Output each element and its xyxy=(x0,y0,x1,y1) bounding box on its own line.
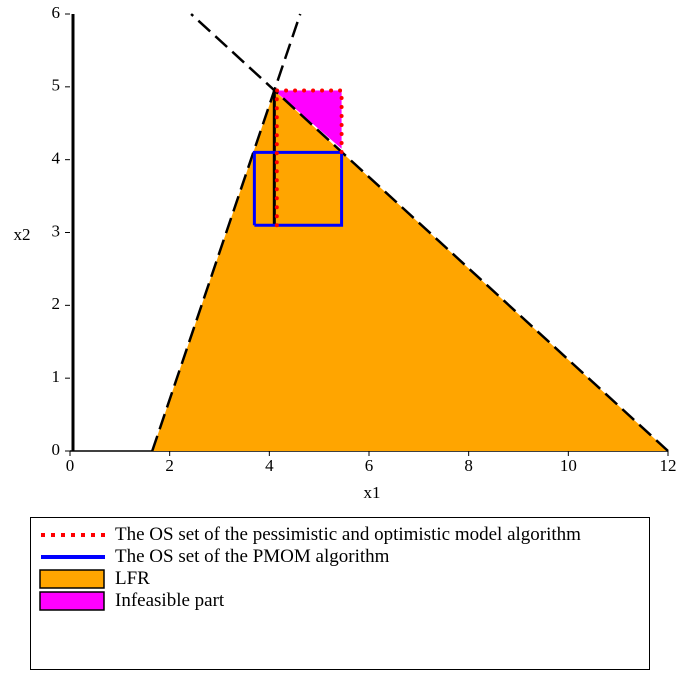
boundary-line xyxy=(190,13,669,452)
x-tick-label: 6 xyxy=(365,456,374,475)
region xyxy=(152,90,669,451)
legend-label: Infeasible part xyxy=(115,590,225,611)
legend-label: The OS set of the pessimistic and optimi… xyxy=(115,524,581,545)
y-tick-label: 0 xyxy=(52,440,61,459)
y-tick-label: 5 xyxy=(52,76,61,95)
y-tick-label: 1 xyxy=(52,367,61,386)
boundary-line xyxy=(151,13,302,452)
legend-entry: The OS set of the PMOM algorithm xyxy=(39,546,641,568)
x-tick-label: 2 xyxy=(165,456,174,475)
legend-swatch xyxy=(41,533,105,537)
legend-swatch xyxy=(39,591,105,611)
legend-fill xyxy=(39,569,105,589)
y-tick-label: 4 xyxy=(52,149,61,168)
y-tick-label: 2 xyxy=(52,294,61,313)
x-tick-label: 10 xyxy=(560,456,577,475)
legend-label: LFR xyxy=(115,568,150,589)
legend: The OS set of the pessimistic and optimi… xyxy=(30,517,650,670)
legend-label: The OS set of the PMOM algorithm xyxy=(115,546,390,567)
legend-entry: The OS set of the pessimistic and optimi… xyxy=(39,524,641,546)
x-tick-label: 4 xyxy=(265,456,274,475)
legend-fill xyxy=(39,591,105,611)
y-tick-label: 6 xyxy=(52,3,61,22)
x-tick-label: 8 xyxy=(464,456,473,475)
legend-swatch xyxy=(41,555,105,559)
x-tick-label: 12 xyxy=(660,456,677,475)
y-tick-label: 3 xyxy=(52,221,61,240)
x-tick-label: 0 xyxy=(66,456,75,475)
legend-entry: LFR xyxy=(39,568,641,590)
x-axis-label: x1 xyxy=(364,483,381,502)
y-axis-label: x2 xyxy=(14,225,31,244)
legend-entry: Infeasible part xyxy=(39,590,641,612)
legend-swatch xyxy=(39,569,105,589)
